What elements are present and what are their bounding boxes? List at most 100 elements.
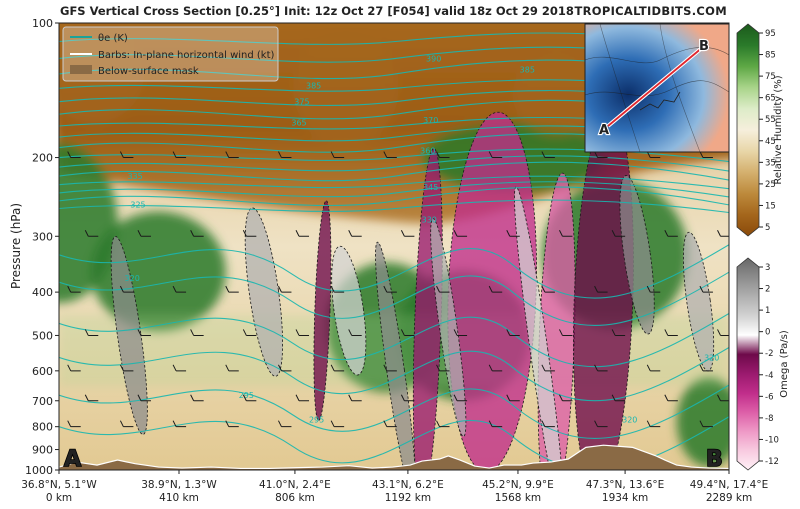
wind-barb xyxy=(67,364,81,372)
theta-e-label: 295 xyxy=(239,391,254,400)
wind-barb xyxy=(172,151,187,159)
y-axis-label: Pressure (hPa) xyxy=(9,203,23,289)
theta-e-label: 295 xyxy=(309,415,324,424)
colorbar-tick-label: -10 xyxy=(765,435,779,445)
colorbar-tick-label: 25 xyxy=(765,180,776,190)
wind-barb xyxy=(67,285,81,293)
x-tick-latlon: 49.4°N, 17.4°E xyxy=(690,479,768,491)
wind-barb xyxy=(699,420,713,428)
x-tick-latlon: 38.9°N, 1.3°W xyxy=(141,479,217,491)
wind-barb xyxy=(541,364,555,372)
below-surface-terrain xyxy=(59,444,729,470)
wind-barb xyxy=(383,420,397,428)
wind-barb xyxy=(348,230,362,237)
wind-barb xyxy=(278,364,292,372)
y-tick-label: 1000 xyxy=(25,464,53,477)
x-tick-distance: 410 km xyxy=(159,492,199,504)
descent-area xyxy=(619,175,655,335)
theta-e-contour xyxy=(59,312,729,368)
y-tick-label: 600 xyxy=(32,365,53,378)
wind-barb xyxy=(506,329,520,336)
wind-barb xyxy=(646,364,661,372)
legend-mask-swatch xyxy=(70,65,92,74)
theta-e-label: 330 xyxy=(422,215,437,224)
wind-barb xyxy=(330,420,345,428)
wind-barb xyxy=(559,394,573,402)
legend: θe (K) Barbs: In-plane horizontal wind (… xyxy=(62,26,279,82)
x-tick-distance: 1568 km xyxy=(495,492,541,504)
inset-label-b: B xyxy=(699,39,709,54)
wind-barb xyxy=(488,151,503,159)
wind-barb xyxy=(67,151,81,159)
colorbar-tick-label: -6 xyxy=(765,392,773,402)
chart-title: GFS Vertical Cross Section [0.25°] Init:… xyxy=(60,4,574,18)
colorbar-tick-label: 85 xyxy=(765,51,776,61)
theta-e-label: 320 xyxy=(125,274,140,283)
y-tick-label: 300 xyxy=(32,230,53,243)
rh-colorbar: Relative Humidity (%) xyxy=(736,23,784,237)
colorbar-tick-label: -12 xyxy=(765,457,779,467)
wind-barb xyxy=(295,394,310,402)
wind-barb xyxy=(611,329,626,336)
wind-barb xyxy=(225,285,239,293)
colorbar-tick-label: 55 xyxy=(765,115,776,125)
wind-barb xyxy=(506,394,520,402)
omega-colorbar-label: Omega (Pa/s) xyxy=(779,330,790,398)
wind-barb xyxy=(225,151,239,159)
colorbar-tick-label: 75 xyxy=(765,72,776,82)
wind-barb xyxy=(699,285,713,293)
wind-barb xyxy=(436,420,450,428)
wind-barb xyxy=(190,230,204,237)
wind-barb xyxy=(611,394,626,402)
descent-area xyxy=(430,218,467,437)
wind-barb xyxy=(699,364,713,372)
y-tick-label: 700 xyxy=(32,395,53,408)
wind-barb xyxy=(611,230,626,237)
colorbar-tick-label: -4 xyxy=(765,371,773,381)
x-tick-distance: 2289 km xyxy=(706,492,752,504)
y-tick-label: 100 xyxy=(32,17,53,30)
x-tick-distance: 1192 km xyxy=(385,492,431,504)
theta-e-label: 345 xyxy=(423,183,438,192)
theta-e-contour xyxy=(59,199,729,214)
ascent-area xyxy=(313,200,332,421)
y-axis: 100 200 300 400 500 600 700 800 900 1000 xyxy=(25,17,59,477)
legend-barbs-label: Barbs: In-plane horizontal wind (kt) xyxy=(98,50,275,61)
wind-barb xyxy=(278,285,292,293)
wind-barb xyxy=(436,285,450,293)
y-tick-label: 900 xyxy=(32,444,53,457)
wind-barb xyxy=(594,364,608,372)
wind-barb xyxy=(400,329,415,336)
legend-theta-label: θe (K) xyxy=(98,33,128,44)
theta-e-contour xyxy=(59,161,729,182)
theta-e-label: 320 xyxy=(704,353,719,362)
wind-barb xyxy=(664,329,678,336)
wind-barb xyxy=(559,329,573,336)
wind-barb xyxy=(295,329,310,336)
descent-area xyxy=(331,245,367,376)
wind-barb xyxy=(84,394,99,402)
theta-e-contour xyxy=(59,175,729,190)
wind-barb xyxy=(594,285,608,293)
wind-barb xyxy=(242,230,257,237)
theta-e-contour xyxy=(59,271,729,326)
wind-barb xyxy=(383,285,397,293)
wind-barb xyxy=(541,285,555,293)
theta-e-contour xyxy=(59,346,729,402)
wind-barb xyxy=(646,285,661,293)
y-tick-label: 800 xyxy=(32,421,53,434)
descent-area xyxy=(514,186,564,470)
wind-barb xyxy=(172,364,187,372)
theta-e-contour xyxy=(59,186,729,207)
wind-barb xyxy=(488,364,503,372)
wind-barb xyxy=(664,230,678,237)
wind-barb xyxy=(400,394,415,402)
dry-band xyxy=(512,55,601,136)
wind-barb xyxy=(330,151,345,159)
x-tick-distance: 0 km xyxy=(46,492,72,504)
wind-barb xyxy=(119,420,134,428)
theta-e-label: 325 xyxy=(130,201,145,210)
wind-barb xyxy=(84,329,99,336)
brand-watermark: TROPICALTIDBITS.COM xyxy=(574,4,727,18)
